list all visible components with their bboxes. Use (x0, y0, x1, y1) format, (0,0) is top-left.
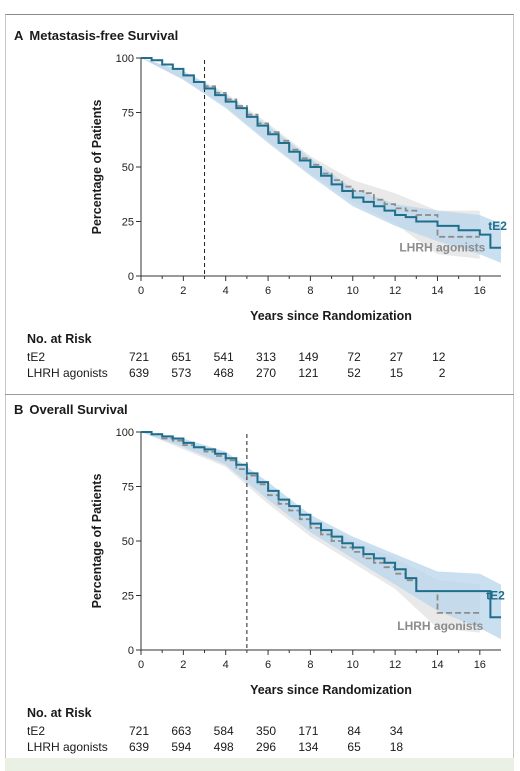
y-tick-label: 100 (116, 427, 134, 439)
risk-value: 27 (389, 350, 404, 364)
risk-table-title: No. at Risk (27, 706, 92, 720)
y-tick-label: 75 (122, 108, 134, 120)
x-tick-label: 16 (474, 659, 486, 671)
risk-value: 498 (213, 740, 234, 754)
panel-title-text: Metastasis-free Survival (29, 28, 179, 43)
risk-value: 651 (171, 350, 192, 364)
risk-value: 313 (256, 350, 277, 364)
x-tick-label: 0 (138, 285, 144, 297)
y-tick-label: 75 (122, 482, 134, 494)
y-tick-label: 50 (122, 536, 134, 548)
risk-row-te2: tE2 721 651 541 313 149 72 27 12 (5, 350, 514, 366)
panel-title: B Overall Survival (14, 402, 128, 417)
y-axis-title: Percentage of Patients (90, 474, 104, 609)
y-tick-label: 0 (128, 271, 134, 283)
x-tick-label: 14 (431, 659, 443, 671)
risk-value: 350 (256, 724, 277, 738)
risk-row-lhrh: LHRH agonists 639 573 468 270 121 52 15 2 (5, 366, 514, 382)
panel-a: A Metastasis-free Survival 0 25 50 75 100 0 2 4 6… (5, 26, 514, 386)
risk-value: 72 (347, 350, 361, 364)
km-chart-overall-survival: 0 25 50 75 100 0 2 4 6 8 10 12 14 16 tE2 LHRH agonists Y… (90, 427, 505, 697)
risk-value: 270 (256, 366, 277, 380)
x-tick-label: 12 (389, 285, 401, 297)
risk-value: 721 (128, 350, 149, 364)
x-tick-label: 8 (307, 659, 313, 671)
x-axis-title: Years since Randomization (250, 683, 412, 697)
series-label: LHRH agonists (399, 241, 485, 255)
risk-value: 18 (389, 740, 404, 754)
panel-divider (5, 394, 514, 395)
series-label: tE2 (488, 219, 507, 233)
risk-value: 594 (171, 740, 192, 754)
x-tick-label: 4 (223, 659, 229, 671)
figure-frame (5, 14, 514, 770)
series-label: tE2 (486, 589, 505, 603)
confidence-band (141, 432, 501, 640)
series-line (141, 57, 501, 249)
risk-value: 34 (389, 724, 404, 738)
x-tick-label: 4 (223, 285, 229, 297)
risk-row-lhrh: LHRH agonists 639 594 498 296 134 65 18 (5, 740, 514, 756)
panel-letter: A (14, 28, 24, 43)
x-tick-label: 14 (431, 285, 443, 297)
risk-value: 121 (298, 366, 319, 380)
y-tick-label: 0 (128, 645, 134, 657)
risk-row-label: LHRH agonists (27, 740, 108, 754)
y-tick-label: 50 (122, 162, 134, 174)
risk-row-label: tE2 (27, 724, 46, 738)
risk-value: 541 (213, 350, 234, 364)
x-tick-label: 10 (347, 285, 359, 297)
risk-value: 663 (171, 724, 192, 738)
risk-row-label: tE2 (27, 350, 46, 364)
confidence-band (141, 58, 501, 263)
risk-table-title: No. at Risk (27, 332, 92, 346)
panel-title-text: Overall Survival (29, 402, 128, 417)
risk-row-label: LHRH agonists (27, 366, 108, 380)
panel-title: A Metastasis-free Survival (14, 28, 178, 43)
risk-value: 468 (213, 366, 234, 380)
risk-row-te2: tE2 721 663 584 350 171 84 34 (5, 724, 514, 740)
x-tick-label: 8 (307, 285, 313, 297)
x-tick-label: 6 (265, 659, 271, 671)
series-line (141, 431, 501, 619)
series-label: LHRH agonists (397, 619, 483, 633)
risk-value: 573 (171, 366, 192, 380)
x-tick-label: 16 (474, 285, 486, 297)
risk-value: 639 (128, 366, 149, 380)
x-axis-title: Years since Randomization (250, 309, 412, 323)
risk-value: 52 (347, 366, 361, 380)
x-tick-label: 12 (389, 659, 401, 671)
risk-value: 15 (389, 366, 404, 380)
x-tick-label: 6 (265, 285, 271, 297)
x-tick-label: 2 (180, 659, 186, 671)
risk-value: 149 (298, 350, 319, 364)
x-tick-label: 2 (180, 285, 186, 297)
panel-b: B Overall Survival 0 25 50 75 100 0 2 4 6 8 10 12 14 1… (5, 400, 514, 760)
risk-value: 65 (347, 740, 361, 754)
risk-value: 296 (256, 740, 277, 754)
risk-value: 721 (128, 724, 149, 738)
risk-value: 12 (432, 350, 446, 364)
y-tick-label: 100 (116, 53, 134, 65)
x-tick-label: 10 (347, 659, 359, 671)
y-axis-title: Percentage of Patients (90, 100, 104, 235)
risk-value: 134 (298, 740, 319, 754)
footer-band (5, 758, 514, 771)
risk-value: 639 (128, 740, 149, 754)
risk-value: 84 (347, 724, 361, 738)
y-tick-label: 25 (122, 591, 134, 603)
x-tick-label: 0 (138, 659, 144, 671)
risk-value: 171 (298, 724, 319, 738)
risk-value: 2 (438, 366, 446, 380)
y-tick-label: 25 (122, 217, 134, 229)
risk-value: 584 (213, 724, 234, 738)
panel-letter: B (14, 402, 24, 417)
